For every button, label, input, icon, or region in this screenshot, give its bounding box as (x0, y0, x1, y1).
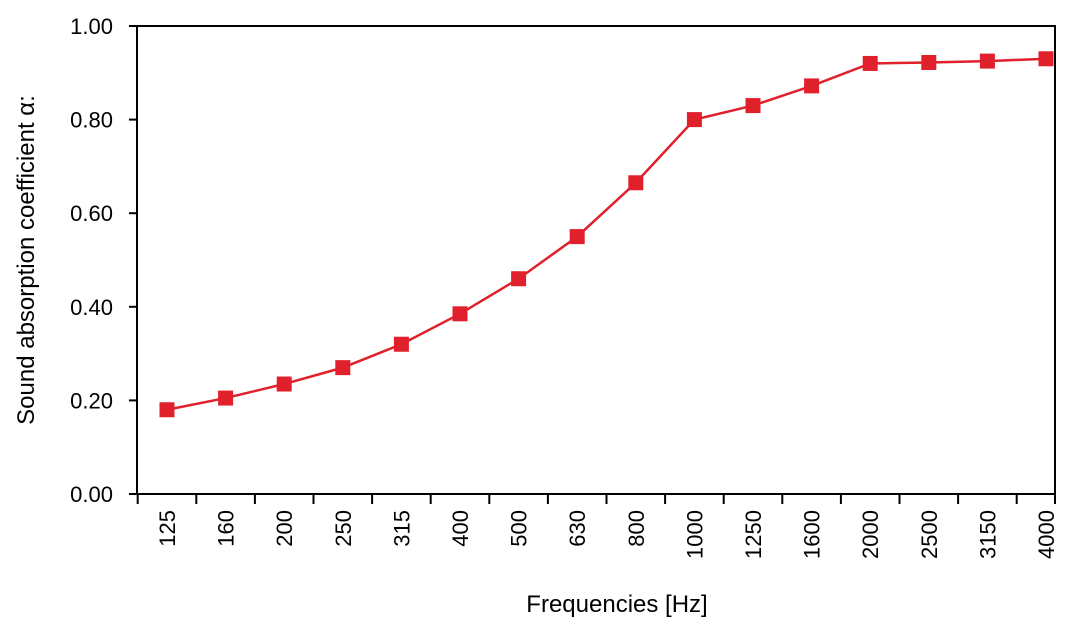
series-line (166, 57, 1047, 411)
x-tick-label: 2500 (917, 510, 942, 559)
x-tick-label: 315 (389, 510, 414, 547)
x-axis-ticks: 125 160 200 250 315 400 500 630 800 1000 1250 1600 2… (136, 494, 1059, 559)
x-tick-label: 160 (214, 510, 239, 547)
data-point (218, 390, 234, 406)
data-point (569, 229, 585, 245)
x-tick-label: 630 (565, 510, 590, 547)
x-tick-label: 800 (624, 510, 649, 547)
data-point (686, 112, 702, 128)
data-point (335, 360, 351, 376)
data-point (628, 175, 644, 191)
series-markers (159, 51, 1054, 418)
y-tick-label: 0.80 (70, 108, 113, 133)
y-axis-ticks: 0.00 0.20 0.40 0.60 0.80 1.00 (70, 14, 137, 507)
data-point (452, 306, 468, 322)
data-point (862, 55, 878, 71)
data-point (1038, 51, 1054, 67)
data-point (979, 53, 995, 69)
data-point (921, 55, 937, 71)
x-tick-label: 4000 (1034, 510, 1059, 559)
y-tick-label: 0.60 (70, 201, 113, 226)
x-tick-label: 200 (272, 510, 297, 547)
y-tick-label: 0.20 (70, 388, 113, 413)
data-point (393, 336, 409, 352)
x-tick-label: 250 (331, 510, 356, 547)
x-tick-label: 400 (448, 510, 473, 547)
data-point (159, 402, 175, 418)
x-tick-label: 125 (155, 510, 180, 547)
y-tick-label: 0.00 (70, 482, 113, 507)
data-point (745, 98, 761, 114)
x-tick-label: 1250 (741, 510, 766, 559)
x-tick-label: 3150 (975, 510, 1000, 559)
x-tick-label: 1600 (800, 510, 825, 559)
plot-frame (136, 25, 1056, 495)
y-tick-label: 1.00 (70, 14, 113, 39)
y-axis-title: Sound absorption coefficient α: (13, 95, 40, 425)
x-axis-title: Frequencies [Hz] (526, 591, 707, 618)
data-point (511, 271, 527, 287)
data-point (276, 376, 292, 392)
x-tick-label: 500 (507, 510, 532, 547)
data-point (804, 78, 820, 94)
x-tick-label: 2000 (858, 510, 883, 559)
x-tick-label: 1000 (682, 510, 707, 559)
y-tick-label: 0.40 (70, 295, 113, 320)
